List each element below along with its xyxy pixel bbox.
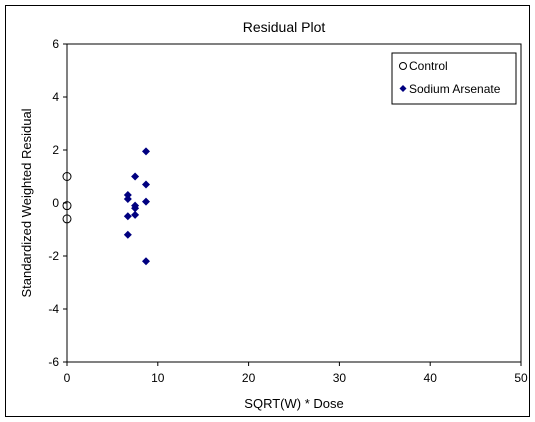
y-tick-label: -6 (48, 355, 59, 369)
y-tick-label: 4 (52, 90, 59, 104)
y-tick-label: -2 (48, 249, 59, 263)
sodium-arsenate-point (131, 172, 140, 181)
legend-sodium-arsenate-label: Sodium Arsenate (409, 82, 501, 96)
legend-control-label: Control (409, 59, 448, 73)
sodium-arsenate-point (131, 204, 140, 213)
y-tick-label: -4 (48, 302, 59, 316)
sodium-arsenate-point (123, 230, 132, 239)
legend: Control Sodium Arsenate (391, 52, 517, 105)
y-tick-label: 6 (52, 37, 59, 51)
sodium-arsenate-point (141, 147, 150, 156)
x-axis-ticks: 0 10 20 30 40 50 (64, 362, 528, 385)
x-tick-label: 10 (151, 371, 165, 385)
x-tick-label: 50 (514, 371, 528, 385)
x-axis-label: SQRT(W) * Dose (244, 396, 343, 411)
sodium-arsenate-point (123, 195, 132, 204)
y-axis-label: Standardized Weighted Residual (19, 108, 34, 297)
y-tick-label: 2 (52, 143, 59, 157)
sodium-arsenate-point (141, 197, 150, 206)
x-tick-label: 0 (64, 371, 71, 385)
sodium-arsenate-point (141, 180, 150, 189)
x-tick-label: 20 (242, 371, 256, 385)
sodium-arsenate-point (141, 257, 150, 266)
y-tick-label: 0 (52, 196, 59, 210)
control-point (62, 201, 72, 211)
y-axis-ticks: 6 4 2 0 -2 -4 -6 (48, 37, 67, 369)
legend-control-marker (399, 62, 407, 70)
legend-box (391, 52, 517, 105)
x-tick-label: 40 (424, 371, 438, 385)
data-points (62, 147, 150, 266)
control-point (62, 172, 72, 181)
sodium-arsenate-point (131, 210, 140, 219)
sodium-arsenate-point (123, 212, 132, 221)
legend-sodium-arsenate-marker (399, 85, 407, 92)
control-point (62, 214, 72, 224)
x-tick-label: 30 (333, 371, 347, 385)
chart-title: Residual Plot (243, 19, 326, 35)
